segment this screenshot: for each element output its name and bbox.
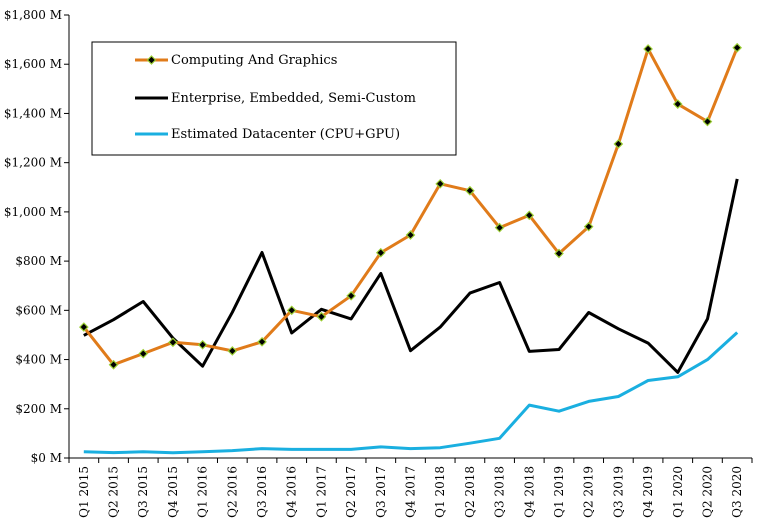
x-tick-label: Q1 2019 <box>552 466 566 518</box>
data-point <box>197 339 208 350</box>
x-tick-label: Q4 2017 <box>404 466 418 518</box>
x-tick-label: Q2 2015 <box>107 466 121 518</box>
data-point <box>435 178 446 189</box>
x-tick-label: Q2 2016 <box>225 466 239 518</box>
x-tick-label: Q2 2020 <box>700 466 714 518</box>
y-tick-label: $1,200 M <box>4 156 62 170</box>
data-point <box>583 221 594 232</box>
x-tick-label: Q3 2018 <box>493 466 507 518</box>
legend-label-computing: Computing And Graphics <box>171 53 337 68</box>
legend: Computing And Graphics Enterprise, Embed… <box>91 41 457 156</box>
data-point <box>227 346 238 356</box>
x-tick-label: Q4 2019 <box>641 466 655 518</box>
x-tick-label: Q1 2018 <box>433 466 447 518</box>
data-point <box>702 116 713 127</box>
series-layer <box>78 42 743 455</box>
data-point <box>613 139 624 149</box>
data-point <box>286 305 297 316</box>
y-tick-label: $1,800 M <box>4 8 62 22</box>
x-tick-label: Q3 2015 <box>136 466 150 518</box>
legend-label-datacenter: Estimated Datacenter (CPU+GPU) <box>171 127 400 142</box>
data-point <box>138 348 149 359</box>
x-tick-label: Q2 2019 <box>582 466 596 518</box>
data-point <box>465 185 475 196</box>
y-tick-label: $1,600 M <box>4 57 62 71</box>
y-tick-label: $400 M <box>15 353 62 367</box>
data-point <box>554 248 564 259</box>
y-tick-label: $1,400 M <box>4 106 62 120</box>
data-point <box>494 222 505 233</box>
data-point <box>524 210 535 221</box>
x-tick-label: Q3 2019 <box>611 466 625 518</box>
data-point <box>732 42 743 53</box>
data-point <box>78 322 89 332</box>
y-tick-label: $0 M <box>31 451 62 465</box>
x-tick-label: Q2 2017 <box>344 466 358 518</box>
x-tick-label: Q4 2018 <box>522 466 536 518</box>
x-tick-label: Q1 2015 <box>77 466 91 518</box>
x-axis-ticks: Q1 2015 Q2 2015 Q3 2015 Q4 2015 Q1 2016 Q2 20… <box>68 458 753 518</box>
series-line-1 <box>83 178 739 374</box>
y-axis-ticks: $0 M $200 M $400 M $600 M $800 M $1,000 M $1,2… <box>4 8 69 465</box>
y-tick-label: $600 M <box>15 303 62 317</box>
x-tick-label: Q1 2017 <box>314 466 328 518</box>
x-tick-label: Q3 2020 <box>730 466 744 518</box>
data-point <box>108 359 119 370</box>
y-tick-label: $800 M <box>15 254 62 268</box>
data-point <box>405 230 416 240</box>
series-line-2 <box>83 331 739 455</box>
chart-axes <box>68 15 752 459</box>
legend-entry-enterprise: Enterprise, Embedded, Semi-Custom <box>135 91 416 106</box>
legend-entry-computing: Computing And Graphics <box>135 53 337 68</box>
legend-marker-computing <box>146 55 157 65</box>
y-tick-label: $1,000 M <box>4 205 62 219</box>
x-tick-label: Q1 2016 <box>196 466 210 518</box>
x-tick-label: Q3 2017 <box>374 466 388 518</box>
data-point <box>672 99 683 109</box>
data-point <box>643 44 653 54</box>
x-tick-label: Q3 2016 <box>255 466 269 518</box>
data-point <box>346 290 356 301</box>
x-tick-label: Q4 2016 <box>285 466 299 518</box>
data-point <box>168 337 178 348</box>
x-tick-label: Q2 2018 <box>463 466 477 518</box>
data-point <box>316 311 327 322</box>
legend-entry-datacenter: Estimated Datacenter (CPU+GPU) <box>135 127 400 142</box>
data-point <box>375 247 386 258</box>
y-tick-label: $200 M <box>15 402 62 416</box>
x-tick-label: Q1 2020 <box>671 466 685 518</box>
data-point <box>257 336 267 347</box>
x-tick-label: Q4 2015 <box>166 466 180 518</box>
legend-label-enterprise: Enterprise, Embedded, Semi-Custom <box>171 91 416 106</box>
